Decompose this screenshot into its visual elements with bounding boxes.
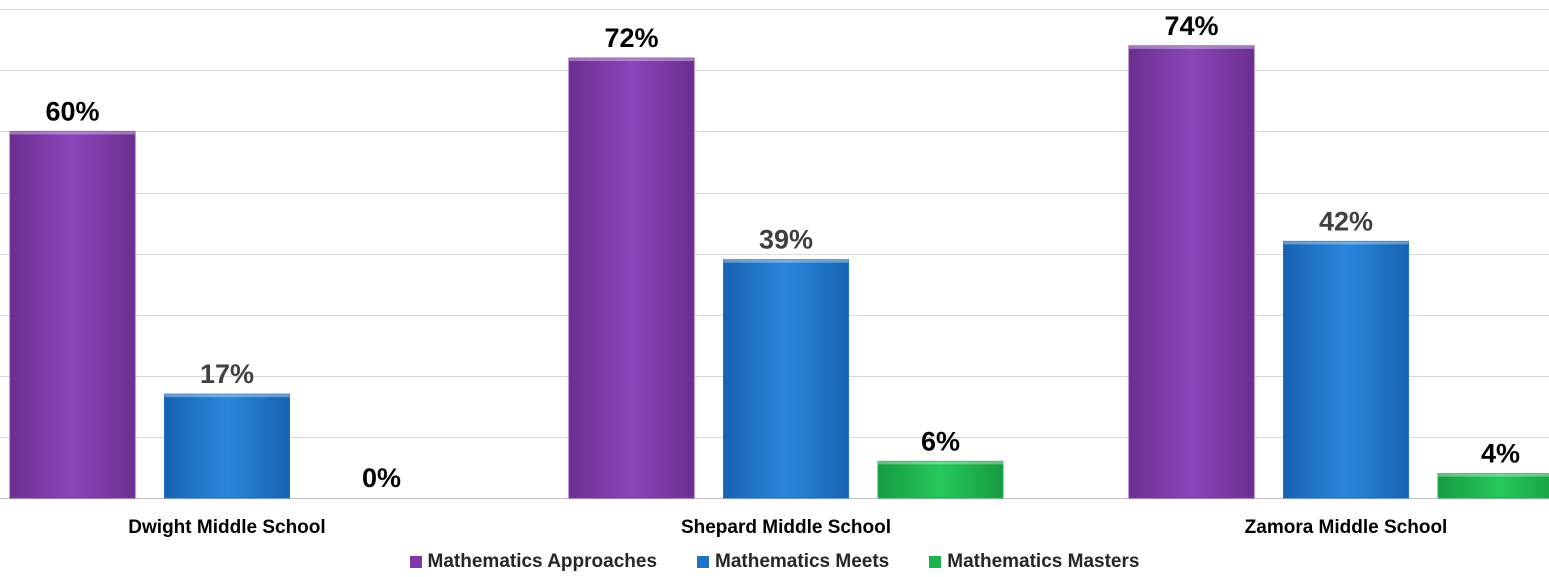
bar-0-1: [568, 57, 695, 499]
legend-swatch: [409, 556, 422, 568]
data-label-1-0: 17%: [200, 359, 254, 389]
data-labels: 60% 72% 74% 17% 39% 42% 0% 6% 4%: [45, 11, 1520, 493]
data-label-2-0: 0%: [362, 463, 401, 493]
x-tick-label: Shepard Middle School: [681, 517, 891, 538]
legend-label: Mathematics Approaches: [427, 551, 658, 572]
legend-item: Mathematics Approaches: [409, 551, 658, 573]
bar-2-2: [1437, 473, 1549, 499]
x-tick-label: Zamora Middle School: [1245, 517, 1448, 538]
bar-highlight: [1438, 473, 1549, 477]
bars: [9, 45, 1549, 499]
bar-1-1: [723, 259, 849, 499]
data-label-1-1: 39%: [759, 225, 813, 255]
bar-0-0: [9, 130, 136, 499]
legend-label: Mathematics Meets: [715, 551, 890, 572]
bar-1-2: [1283, 240, 1409, 499]
data-label-0-2: 74%: [1164, 11, 1218, 41]
legend-item: Mathematics Masters: [929, 551, 1139, 573]
x-tick-label: Dwight Middle School: [128, 517, 325, 538]
bar-highlight: [10, 131, 135, 135]
data-label-0-0: 60%: [45, 96, 99, 126]
legend-swatch: [929, 556, 942, 568]
x-axis-tick-labels: Dwight Middle School Shepard Middle Schoo…: [128, 517, 1447, 538]
data-label-2-2: 4%: [1481, 439, 1520, 469]
legend: Mathematics Approaches Mathematics Meets M…: [0, 547, 1549, 577]
bar-highlight: [1129, 45, 1254, 49]
bar-1-0: [164, 393, 290, 499]
bar-0-2: [1128, 45, 1255, 499]
bar-highlight: [723, 259, 849, 263]
bar-highlight: [878, 461, 1003, 465]
legend-label: Mathematics Masters: [947, 551, 1140, 572]
data-label-1-2: 42%: [1319, 206, 1373, 236]
data-label-0-1: 72%: [604, 23, 658, 53]
bar-highlight: [164, 394, 290, 398]
bar-highlight: [569, 58, 694, 62]
data-label-2-1: 6%: [921, 426, 960, 456]
bar-2-1: [877, 460, 1004, 499]
legend-item: Mathematics Meets: [697, 551, 889, 573]
legend-swatch: [697, 556, 710, 568]
bar-highlight: [1283, 241, 1409, 245]
